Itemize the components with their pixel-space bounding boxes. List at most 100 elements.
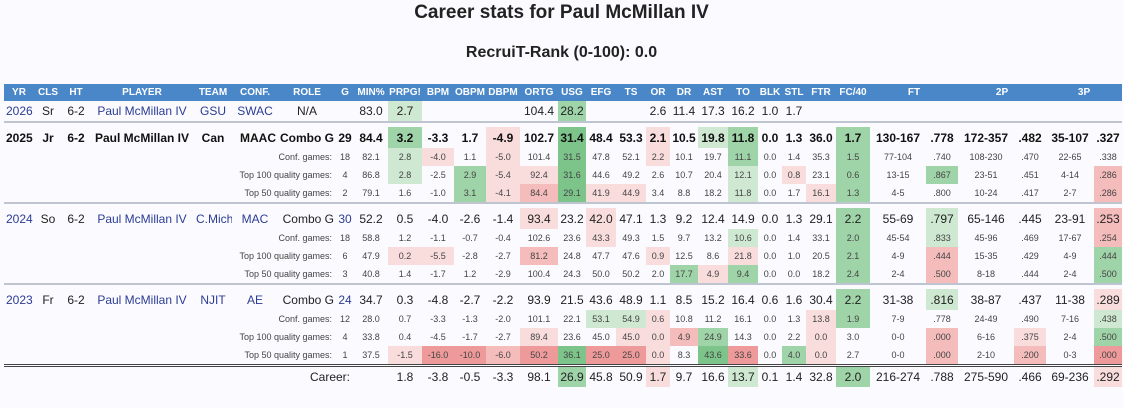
stat-cell: 2-4 [1046,265,1095,285]
stat-cell: .444 [1014,265,1047,285]
col-player[interactable]: PLAYER [90,84,194,101]
year-link[interactable]: 2026 [4,101,34,123]
stat-cell: 50.2 [520,346,558,366]
stat-cell: 52.1 [622,152,640,162]
stat-cell: 81.2 [520,247,558,265]
season-row-2025: 2025 Jr 6-2 Paul McMillan IV Can MAAC Co… [4,127,1122,148]
team-link[interactable]: GSU [194,101,232,123]
stat-cell: 20.5 [812,251,830,261]
col-2p[interactable]: 2P [958,84,1047,101]
col-efg[interactable]: EFG [586,84,616,101]
col-cls[interactable]: CLS [34,84,62,101]
player-link[interactable]: Paul McMillan IV [90,101,194,123]
col-ts[interactable]: TS [616,84,646,101]
stat-cell: 1 [342,350,348,360]
col-stl[interactable]: STL [782,84,806,101]
stat-cell: 1.4 [787,152,801,162]
stat-cell: 16.6 [698,364,728,387]
stat-cell: 86.8 [362,170,380,180]
games-link[interactable]: 29 [338,130,352,145]
stat-cell: .500 [1094,265,1123,285]
team-link[interactable]: C.Mich [196,211,232,226]
stat-cell: .417 [1014,184,1047,204]
conf-link[interactable]: SWAC [232,101,278,123]
split-row-top50: Top 50 quality games: 1 37.5 -1.5 -16.0 … [4,346,1123,366]
col-prpg[interactable]: PRPG! [388,84,422,101]
player-link[interactable]: Paul McMillan IV [97,211,187,226]
stat-cell: 2.6 [646,101,670,123]
stat-cell: 101.4 [527,152,551,162]
stat-cell: 0.0 [763,251,777,261]
stat-cell: 172-357 [963,130,1009,145]
stat-cell: 11-38 [1055,292,1085,307]
stat-cell: 4-14 [1061,170,1080,180]
height-cell: 6-2 [67,292,85,307]
player-link[interactable]: Paul McMillan IV [97,292,187,307]
games-link[interactable]: 24 [338,292,352,307]
col-yr[interactable]: YR [4,84,34,101]
col-ht[interactable]: HT [62,84,90,101]
col-usg[interactable]: USG [558,84,586,101]
col-3p[interactable]: 3P [1046,84,1123,101]
col-obpm[interactable]: OBPM [454,84,486,101]
games-link[interactable]: 30 [338,211,352,226]
stat-cell: .833 [926,229,958,247]
stat-cell: 4.0 [782,346,806,366]
stat-cell: .429 [1021,251,1039,261]
stat-cell: .778 [933,314,951,324]
col-bpm[interactable]: BPM [422,84,454,101]
stat-cell: 2.2 [787,332,801,342]
stat-cell: 33.8 [362,332,380,342]
stat-cell: -2.2 [492,292,514,307]
player-link[interactable]: Paul McMillan IV [94,130,190,145]
career-stats-table: YR CLS HT PLAYER TEAM CONF. ROLE G MIN% … [4,84,1123,387]
stat-cell: 50.9 [616,364,646,387]
col-dr[interactable]: DR [670,84,698,101]
stat-cell: .778 [930,130,954,145]
stat-cell: -4.0 [422,148,454,166]
col-blk[interactable]: BLK [758,84,782,101]
year-link[interactable]: 2023 [6,292,33,307]
career-label: Career: [4,364,354,387]
stat-cell: -2.7 [459,292,481,307]
col-ast[interactable]: AST [698,84,728,101]
team-link[interactable]: NJIT [200,292,226,307]
stat-cell: 15.2 [701,292,725,307]
col-g[interactable]: G [336,84,354,101]
season-row-2023: 2023 Fr 6-2 Paul McMillan IV NJIT AE Com… [4,289,1123,310]
stat-cell: 1.7 [836,127,870,148]
stat-cell: 93.9 [527,292,551,307]
col-or[interactable]: OR [646,84,670,101]
stat-cell: 1.5 [836,148,870,166]
stat-cell: 40.8 [354,265,388,285]
col-ft[interactable]: FT [870,84,958,101]
stat-cell: 4-9 [1063,251,1077,261]
stat-cell: 12.4 [701,211,725,226]
col-team[interactable]: TEAM [194,84,232,101]
stat-cell: 23.6 [563,233,581,243]
stat-cell: 53.3 [619,130,643,145]
stat-cell: 130-167 [875,130,921,145]
col-conf[interactable]: CONF. [232,84,278,101]
col-min[interactable]: MIN% [354,84,388,101]
conf-link[interactable]: MAAC [240,130,276,145]
year-link[interactable]: 2024 [6,211,33,226]
stat-cell [616,101,646,123]
col-fc40[interactable]: FC/40 [836,84,870,101]
year-link[interactable]: 2025 [6,130,33,145]
stat-cell: .327 [1096,130,1120,145]
col-role[interactable]: ROLE [278,84,336,101]
stat-cell: 18.2 [806,265,836,285]
split-label: Conf. games: [278,152,332,162]
stat-cell: .437 [1018,292,1042,307]
stat-cell: 29.1 [809,211,833,226]
team-link[interactable]: Can [201,130,225,145]
conf-link[interactable]: AE [246,292,263,307]
col-dbpm[interactable]: DBPM [486,84,520,101]
col-ftr[interactable]: FTR [806,84,836,101]
stat-cell: 12.5 [675,251,693,261]
col-to[interactable]: TO [728,84,758,101]
col-ortg[interactable]: ORTG [520,84,558,101]
stat-cell: 2.2 [646,148,670,166]
conf-link[interactable]: MAC [241,211,269,226]
